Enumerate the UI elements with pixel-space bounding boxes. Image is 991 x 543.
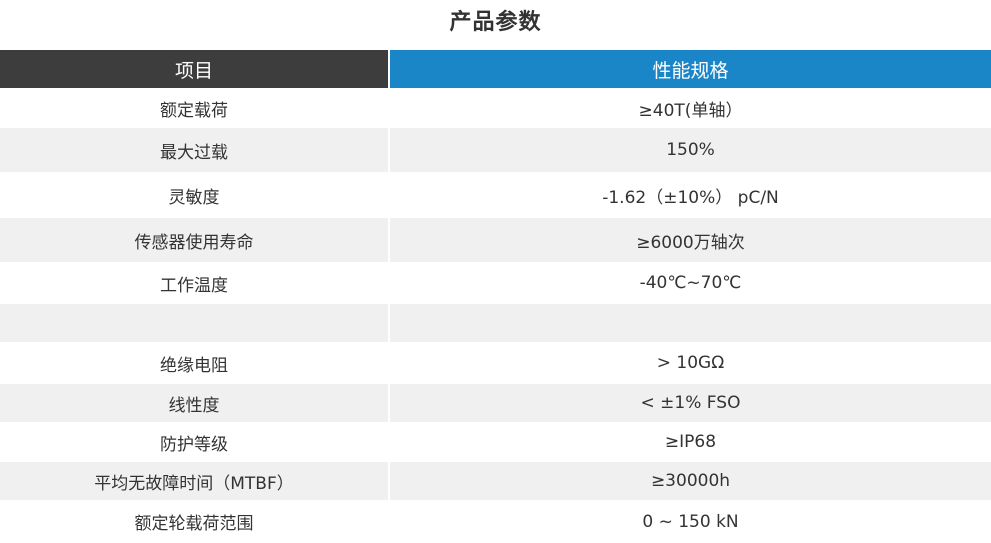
- row-spec-value: ≥40T(单轴）: [390, 88, 991, 128]
- table-row: 额定轮载荷范围 0 ~ 150 kN: [0, 500, 991, 543]
- table-row: 平均无故障时间（MTBF） ≥30000h: [0, 462, 991, 500]
- page-title: 产品参数: [449, 10, 542, 35]
- column-divider: [388, 500, 390, 543]
- row-spec-value: [390, 304, 991, 342]
- row-spec-value: < ±1% FSO: [390, 384, 991, 422]
- header-item: 项目: [0, 50, 388, 88]
- row-spec-value: ≥6000万轴次: [390, 218, 991, 262]
- row-spec-value: > 10GΩ: [390, 342, 991, 384]
- column-divider: [388, 88, 390, 128]
- row-item-label: 额定载荷: [0, 88, 388, 128]
- table-row: 灵敏度 -1.62（±10%） pC/N: [0, 172, 991, 218]
- column-divider: [388, 218, 390, 262]
- table-header-row: 项目 性能规格: [0, 50, 991, 88]
- row-item-label: 灵敏度: [0, 172, 388, 218]
- column-divider: [388, 304, 390, 342]
- row-item-label: 防护等级: [0, 422, 388, 462]
- column-divider: [388, 342, 390, 384]
- column-divider: [388, 422, 390, 462]
- column-divider: [388, 172, 390, 218]
- table-row: 绝缘电阻 > 10GΩ: [0, 342, 991, 384]
- row-item-label: 平均无故障时间（MTBF）: [0, 462, 388, 500]
- row-item-label: 绝缘电阻: [0, 342, 388, 384]
- spec-table: 项目 性能规格 额定载荷 ≥40T(单轴） 最大过载 150% 灵敏度 -1.6…: [0, 50, 991, 543]
- row-item-label: 工作温度: [0, 262, 388, 304]
- row-spec-value: 150%: [390, 128, 991, 172]
- row-item-label: 最大过载: [0, 128, 388, 172]
- column-divider: [388, 384, 390, 422]
- table-row: 工作温度 -40℃~70℃: [0, 262, 991, 304]
- table-row: 线性度 < ±1% FSO: [0, 384, 991, 422]
- header-spec: 性能规格: [390, 50, 991, 88]
- row-spec-value: -1.62（±10%） pC/N: [390, 172, 991, 218]
- column-divider: [388, 128, 390, 172]
- row-item-label: 传感器使用寿命: [0, 218, 388, 262]
- row-item-label: 额定轮载荷范围: [0, 500, 388, 543]
- row-item-label: 线性度: [0, 384, 388, 422]
- row-spec-value: ≥30000h: [390, 462, 991, 500]
- row-item-label: [0, 304, 388, 342]
- table-row: 传感器使用寿命 ≥6000万轴次: [0, 218, 991, 262]
- table-row: 最大过载 150%: [0, 128, 991, 172]
- row-spec-value: 0 ~ 150 kN: [390, 500, 991, 543]
- column-divider: [388, 50, 390, 88]
- table-row: 防护等级 ≥IP68: [0, 422, 991, 462]
- table-row-empty: [0, 304, 991, 342]
- row-spec-value: ≥IP68: [390, 422, 991, 462]
- column-divider: [388, 462, 390, 500]
- column-divider: [388, 262, 390, 304]
- row-spec-value: -40℃~70℃: [390, 262, 991, 304]
- table-row: 额定载荷 ≥40T(单轴）: [0, 88, 991, 128]
